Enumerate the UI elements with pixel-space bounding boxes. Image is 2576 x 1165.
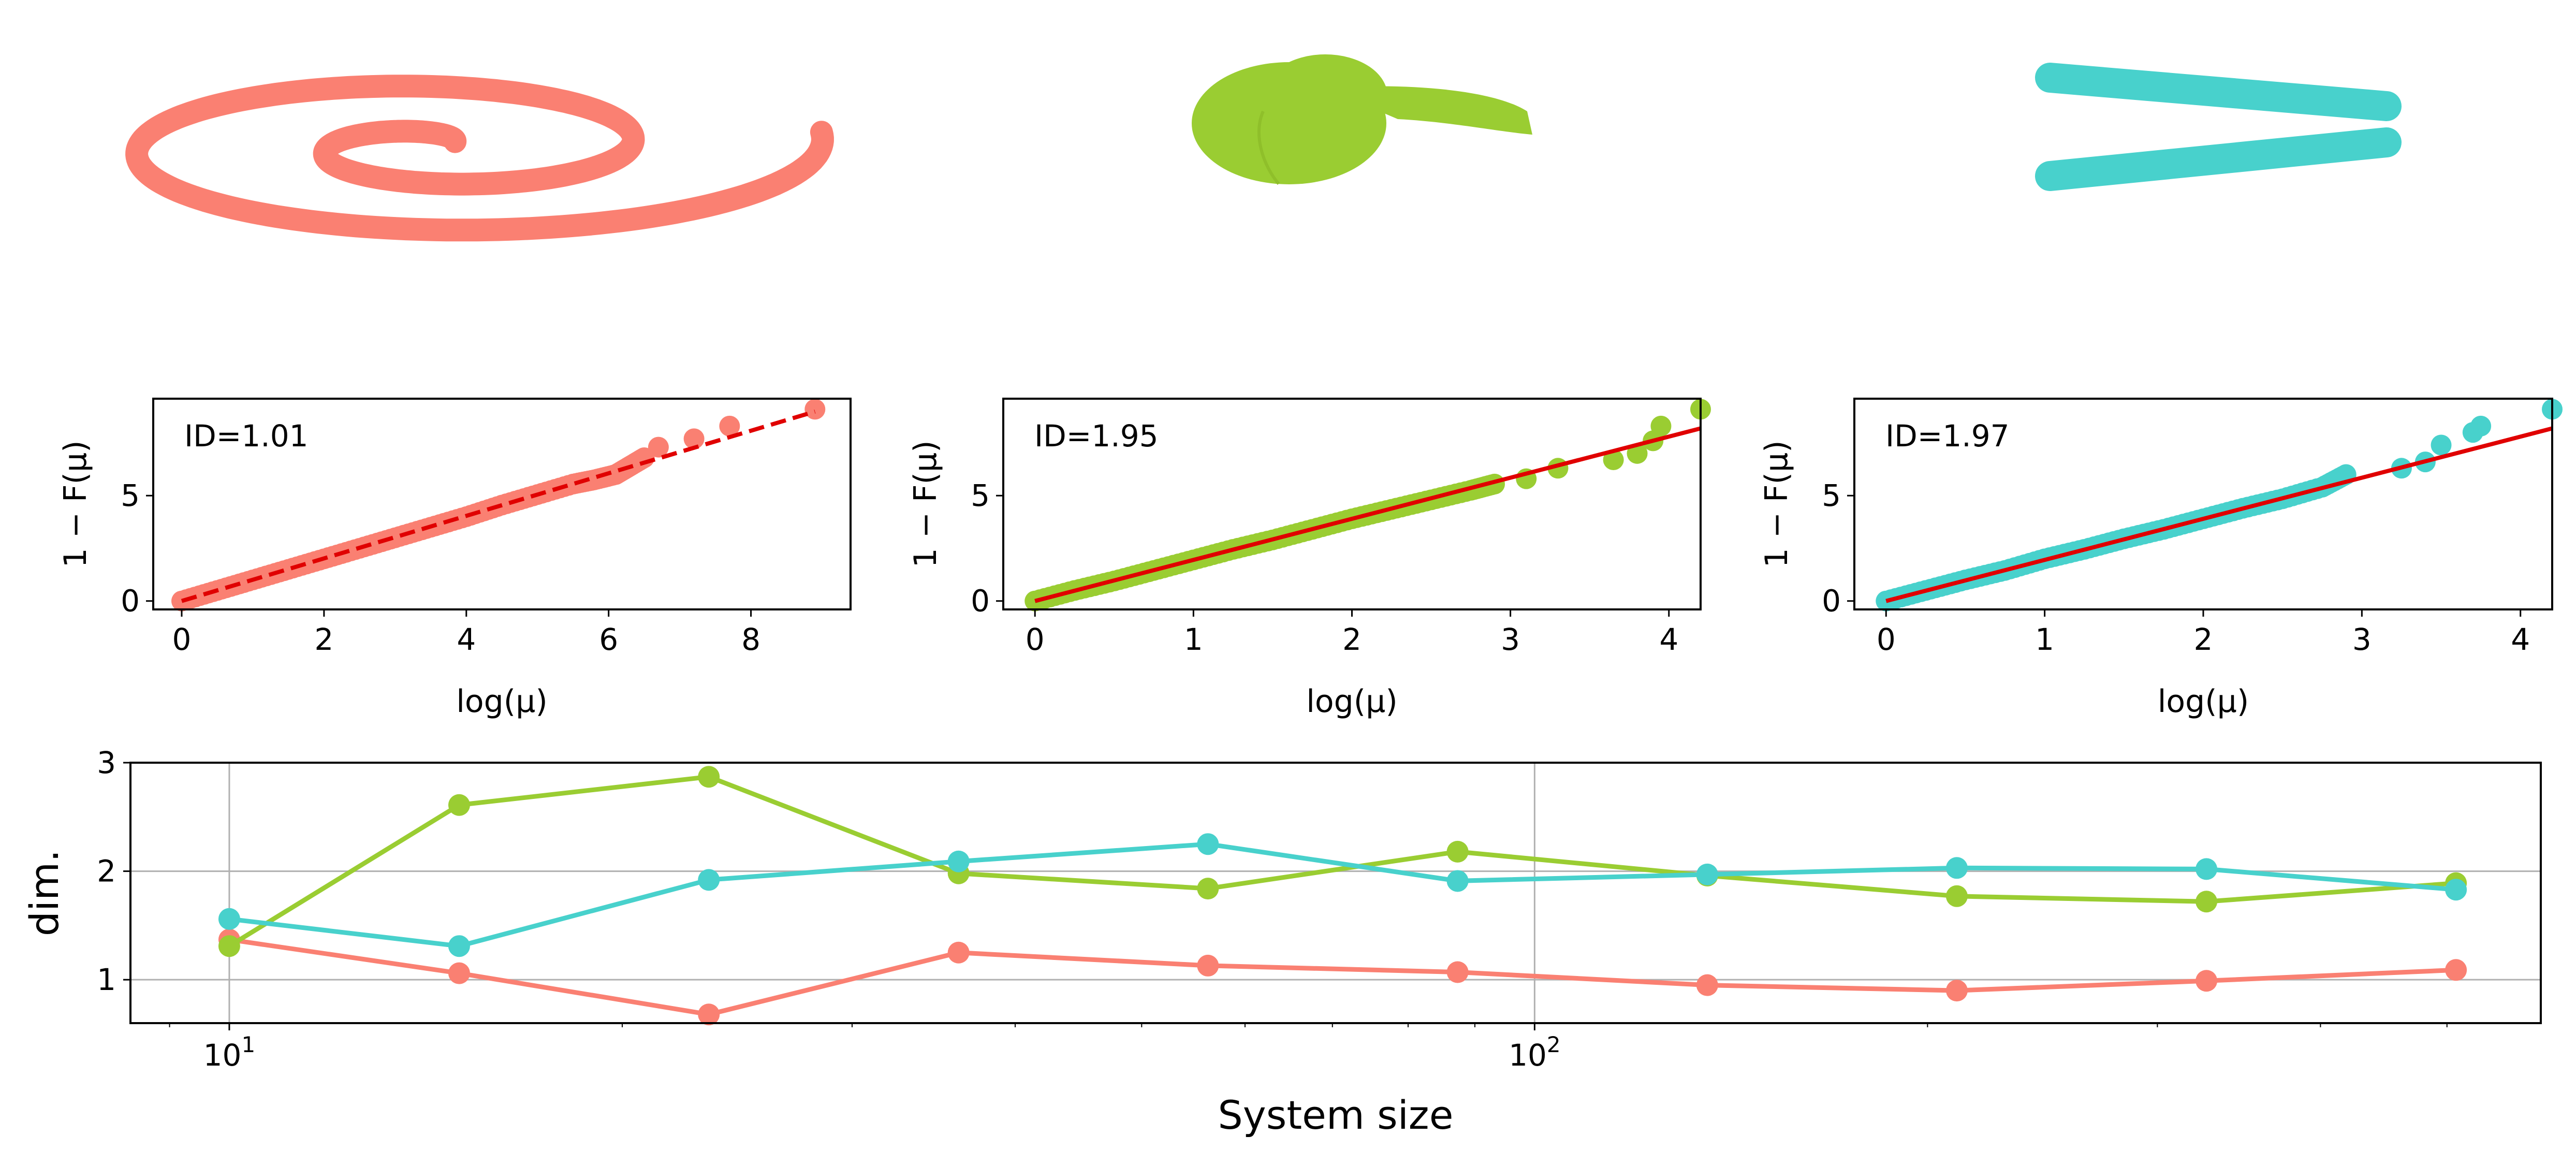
x-tick-label: 2 (2194, 622, 2213, 657)
series-1 (218, 928, 2467, 1026)
data-point (1603, 449, 1624, 471)
x-axis-label: log(μ) (2158, 683, 2249, 720)
x-tick-label: 3 (1501, 622, 1520, 657)
roll-shape-tail (1325, 86, 1532, 135)
series-point (1197, 833, 1219, 855)
data-point (1650, 415, 1672, 436)
series-point (1446, 840, 1469, 863)
y-tick-label: 5 (1822, 478, 1841, 513)
y-axis-label: 1 − F(μ) (1759, 440, 1795, 567)
y-tick-label: 5 (971, 478, 990, 513)
fit-panel-1: 0 2 4 6 8 0 5 ID=1.01 log(μ) 1 − F(μ) (57, 398, 852, 720)
y-axis-label: dim. (21, 850, 67, 937)
x-axis-label: System size (1218, 1092, 1454, 1138)
x-tick-label: 4 (2511, 622, 2530, 657)
series-point (448, 962, 470, 984)
roll-shape-top (1263, 54, 1387, 137)
x-tick-label: 4 (1659, 622, 1678, 657)
spiral-shape (125, 75, 834, 242)
series-point (1446, 961, 1469, 983)
y-tick-label: 0 (971, 584, 990, 619)
series-line (229, 937, 2456, 1017)
x-tick-label: 1 (1184, 622, 1203, 657)
series-point (698, 766, 720, 788)
series-point (2196, 891, 2218, 913)
data-point (804, 399, 826, 420)
y-tick-label: 3 (97, 745, 116, 780)
data-point (2470, 415, 2492, 436)
series-point (698, 869, 720, 891)
x-tick-label: 8 (741, 622, 760, 657)
x-tick-label: 0 (1877, 622, 1896, 657)
id-annotation: ID=1.95 (1034, 418, 1159, 454)
fit-panel-2: 0 1 2 3 4 0 5 ID=1.95 log(μ) 1 − F(μ) (908, 398, 1711, 720)
y-tick-label: 1 (97, 962, 116, 997)
fit-panel-3: 0 1 2 3 4 0 5 ID=1.97 log(μ) 1 − F(μ) (1759, 398, 2563, 720)
shape-row (125, 54, 2402, 242)
x-axis-label: log(μ) (456, 683, 547, 720)
x-tick-label: 0 (172, 622, 192, 657)
dimension-plot: 101 102 1 2 3 System size dim. (21, 745, 2542, 1138)
y-tick-label: 5 (121, 478, 140, 513)
y-tick-label: 0 (121, 584, 140, 619)
fit-row: 0 2 4 6 8 0 5 ID=1.01 log(μ) 1 − F(μ) 0 1 2 3 4 0 5 ID=1.… (57, 398, 2563, 720)
series-point (218, 935, 240, 957)
fit-line (181, 410, 816, 603)
id-annotation: ID=1.01 (184, 418, 309, 454)
x-tick-label: 4 (457, 622, 476, 657)
x-tick-label: 6 (599, 622, 618, 657)
fit-line (1885, 426, 2553, 603)
id-annotation: ID=1.97 (1885, 418, 2010, 454)
x-tick-label: 102 (1509, 1032, 1561, 1073)
series-point (218, 908, 240, 930)
series-point (947, 850, 970, 872)
y-axis-label: 1 − F(μ) (908, 440, 944, 567)
series-line (228, 774, 2456, 949)
series-point (698, 1003, 720, 1026)
roll-shape-fold (1257, 110, 1280, 185)
series-point (448, 794, 470, 816)
series-point (1945, 857, 1968, 879)
series-point (2196, 970, 2218, 992)
data-point (719, 415, 740, 436)
series-point (1197, 954, 1219, 977)
dim-axes-frame (129, 762, 2542, 1024)
y-tick-label: 2 (97, 854, 116, 889)
y-axis-label: 1 − F(μ) (57, 440, 94, 567)
series-point (448, 935, 470, 957)
series-point (1945, 980, 1968, 1002)
series-point (1696, 863, 1718, 885)
x-tick-label: 3 (2352, 622, 2372, 657)
data-point (683, 428, 705, 449)
y-tick-label: 0 (1822, 584, 1841, 619)
x-tick-label: 0 (1026, 622, 1045, 657)
series-point (1696, 974, 1718, 996)
series-2 (218, 766, 2467, 957)
x-tick-label: 2 (314, 622, 333, 657)
series-point (1446, 870, 1469, 892)
fit-axes-frame (152, 398, 852, 610)
x-tick-label: 1 (2035, 622, 2054, 657)
series-point (2445, 879, 2467, 901)
data-point (648, 436, 669, 458)
series-point (2445, 959, 2467, 981)
series-line (229, 841, 2456, 949)
wedge-upper-arm (2035, 63, 2402, 121)
data-point (2431, 434, 2452, 456)
x-tick-label: 101 (203, 1032, 256, 1073)
series-point (2196, 858, 2218, 880)
x-axis-label: log(μ) (1306, 683, 1397, 720)
series-point (1945, 885, 1968, 907)
fit-line (1034, 426, 1702, 603)
series-3 (218, 833, 2467, 957)
series-point (1197, 878, 1219, 900)
series-point (947, 941, 970, 964)
wedge-lower-arm (2035, 127, 2402, 191)
x-tick-label: 2 (1342, 622, 1362, 657)
